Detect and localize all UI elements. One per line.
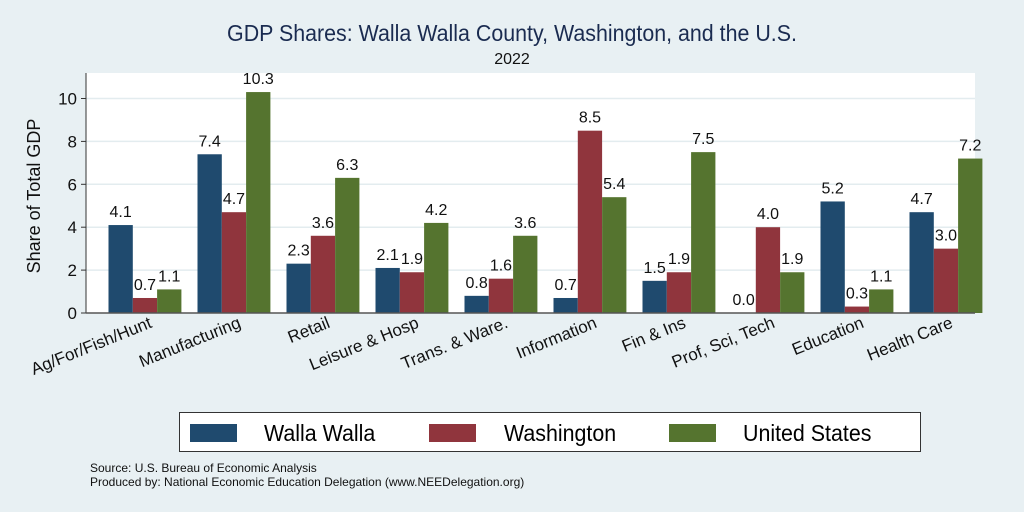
bar-washington: [310, 235, 336, 313]
x-tick-label: Education: [789, 313, 866, 359]
bar-united-states: [246, 92, 271, 313]
bar-united-states: [424, 222, 449, 313]
y-tick-label: 4: [68, 218, 77, 237]
data-label: 3.6: [312, 215, 334, 232]
x-tick-label: Manufacturing: [136, 313, 243, 371]
data-label: 0.3: [846, 286, 868, 303]
x-tick-label: Prof, Sci, Tech: [669, 313, 777, 372]
y-tick-label: 8: [68, 132, 77, 151]
x-tick-label: Health Care: [864, 313, 955, 365]
data-label: 5.2: [822, 180, 844, 197]
bar-washington: [577, 130, 603, 313]
data-label: 0.0: [733, 292, 755, 309]
legend: Walla Walla Washington United States: [179, 412, 921, 452]
data-label: 7.2: [959, 138, 981, 155]
y-tick-label: 2: [68, 261, 77, 280]
bar-united-states: [157, 289, 182, 313]
bar-walla-walla: [197, 154, 222, 313]
data-label: 2.1: [377, 247, 399, 264]
legend-swatch: [190, 424, 238, 442]
data-label: 0.7: [555, 277, 577, 294]
bar-washington: [221, 212, 247, 313]
data-label: 1.1: [870, 268, 892, 285]
bar-united-states: [335, 177, 360, 313]
x-tick-label: Retail: [285, 313, 332, 347]
data-label: 6.3: [336, 157, 358, 174]
data-label: 1.5: [644, 260, 666, 277]
x-tick-label: Information: [513, 313, 599, 362]
bar-walla-walla: [642, 280, 667, 313]
y-tick-label: 6: [68, 175, 77, 194]
legend-label: Washington: [503, 420, 617, 446]
legend-label: United States: [742, 420, 872, 446]
bar-washington: [933, 248, 959, 313]
data-label: 4.7: [911, 191, 933, 208]
data-label: 2.3: [288, 243, 310, 260]
data-label: 10.3: [243, 71, 274, 88]
data-label: 7.4: [199, 133, 221, 150]
data-label: 4.1: [110, 204, 132, 221]
bar-walla-walla: [553, 297, 578, 313]
bar-walla-walla: [820, 201, 845, 313]
chart-title: GDP Shares: Walla Walla County, Washingt…: [227, 20, 797, 46]
data-label: 8.5: [579, 110, 601, 127]
data-label: 4.2: [425, 202, 447, 219]
data-label: 5.4: [603, 176, 625, 193]
bar-walla-walla: [464, 295, 489, 313]
bar-washington: [666, 272, 692, 313]
data-label: 1.6: [490, 258, 512, 275]
bar-united-states: [780, 272, 805, 313]
bar-walla-walla: [909, 212, 934, 313]
y-tick-label: 10: [58, 90, 77, 109]
data-label: 1.9: [401, 251, 423, 268]
producer-note: Produced by: National Economic Education…: [90, 475, 525, 489]
bar-united-states: [691, 152, 716, 313]
bar-washington: [844, 306, 870, 313]
data-label: 0.7: [134, 277, 156, 294]
data-label: 1.1: [158, 268, 180, 285]
source-note: Source: U.S. Bureau of Economic Analysis: [90, 461, 317, 475]
legend-swatch: [429, 424, 477, 442]
bar-united-states: [602, 197, 627, 313]
data-label: 7.5: [692, 131, 714, 148]
data-label: 3.0: [935, 228, 957, 245]
bar-united-states: [869, 289, 894, 313]
bar-washington: [755, 227, 781, 313]
data-label: 1.9: [781, 251, 803, 268]
data-label: 4.7: [223, 191, 245, 208]
data-label: 0.8: [466, 275, 488, 292]
bar-walla-walla: [286, 263, 311, 313]
bar-washington: [399, 272, 425, 313]
bar-united-states: [958, 158, 983, 313]
data-label: 1.9: [668, 251, 690, 268]
bar-washington: [132, 297, 158, 313]
bar-washington: [488, 278, 514, 313]
legend-swatch: [669, 424, 717, 442]
bar-walla-walla: [108, 225, 133, 313]
y-axis-label: Share of Total GDP: [24, 119, 44, 274]
y-tick-label: 0: [68, 304, 77, 323]
bar-united-states: [513, 235, 538, 313]
data-label: 4.0: [757, 206, 779, 223]
legend-label: Walla Walla: [263, 420, 375, 446]
x-tick-label: Ag/For/Fish/Hunt: [28, 313, 155, 379]
chart-subtitle: 2022: [494, 51, 530, 68]
data-label: 3.6: [514, 215, 536, 232]
bar-walla-walla: [375, 267, 400, 313]
